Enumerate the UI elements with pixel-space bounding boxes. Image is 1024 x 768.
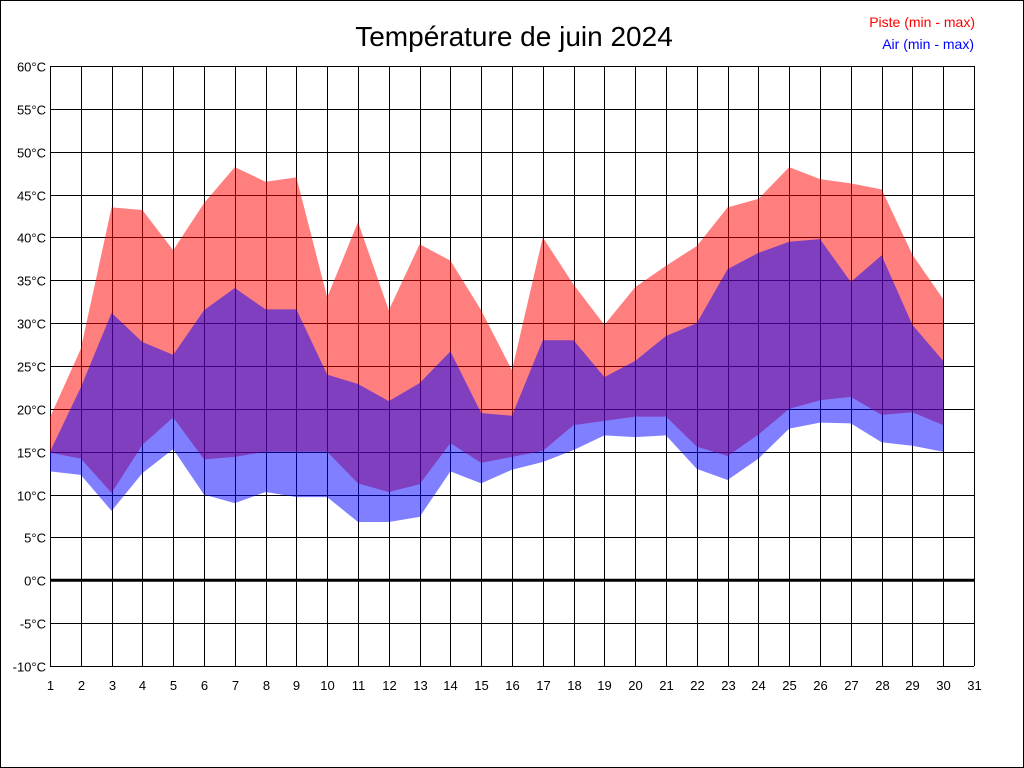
- x-tick-label: 12: [382, 678, 396, 693]
- legend-piste: Piste (min - max): [869, 14, 975, 30]
- x-tick-label: 5: [170, 678, 177, 693]
- x-tick-label: 4: [139, 678, 146, 693]
- x-tick-label: 15: [474, 678, 488, 693]
- y-tick-label: 45°C: [17, 189, 46, 204]
- y-tick-label: 0°C: [24, 574, 46, 589]
- x-tick-label: 21: [659, 678, 673, 693]
- x-tick-label: 28: [875, 678, 889, 693]
- y-tick-label: 60°C: [17, 60, 46, 75]
- x-tick-label: 8: [263, 678, 270, 693]
- y-tick-label: 15°C: [17, 446, 46, 461]
- x-tick-label: 23: [721, 678, 735, 693]
- x-tick-label: 19: [597, 678, 611, 693]
- y-tick-label: 40°C: [17, 231, 46, 246]
- x-tick-label: 18: [567, 678, 581, 693]
- y-tick-label: -10°C: [13, 660, 46, 675]
- y-tick-label: 5°C: [24, 531, 46, 546]
- x-tick-label: 6: [201, 678, 208, 693]
- x-tick-label: 11: [352, 678, 366, 693]
- y-tick-label: -5°C: [20, 617, 46, 632]
- y-tick-label: 10°C: [17, 489, 46, 504]
- legend-air: Air (min - max): [882, 36, 974, 52]
- x-tick-label: 13: [413, 678, 427, 693]
- x-tick-label: 2: [78, 678, 85, 693]
- x-tick-label: 26: [813, 678, 827, 693]
- x-tick-label: 17: [536, 678, 550, 693]
- x-tick-label: 9: [293, 678, 300, 693]
- x-tick-label: 25: [782, 678, 796, 693]
- y-tick-label: 30°C: [17, 317, 46, 332]
- axes: -10°C -5°C 0°C 5°C 10°C 15°C 20°C 25°C 30°C 35°C 4…: [13, 60, 982, 694]
- areas: [50, 167, 944, 522]
- y-tick-label: 20°C: [17, 403, 46, 418]
- x-tick-label: 7: [232, 678, 239, 693]
- x-tick-label: 27: [844, 678, 858, 693]
- x-tick-label: 24: [751, 678, 765, 693]
- x-tick-label: 14: [443, 678, 457, 693]
- x-tick-label: 10: [320, 678, 334, 693]
- x-tick-label: 31: [967, 678, 981, 693]
- chart-title: Température de juin 2024: [355, 21, 673, 52]
- x-tick-label: 1: [47, 678, 54, 693]
- y-tick-label: 50°C: [17, 146, 46, 161]
- band-air: [50, 239, 944, 522]
- x-tick-label: 3: [109, 678, 116, 693]
- x-tick-label: 30: [936, 678, 950, 693]
- y-tick-label: 25°C: [17, 360, 46, 375]
- y-tick-label: 35°C: [17, 274, 46, 289]
- x-tick-label: 20: [628, 678, 642, 693]
- x-tick-label: 22: [690, 678, 704, 693]
- x-tick-label: 29: [905, 678, 919, 693]
- x-tick-label: 16: [505, 678, 519, 693]
- y-tick-label: 55°C: [17, 103, 46, 118]
